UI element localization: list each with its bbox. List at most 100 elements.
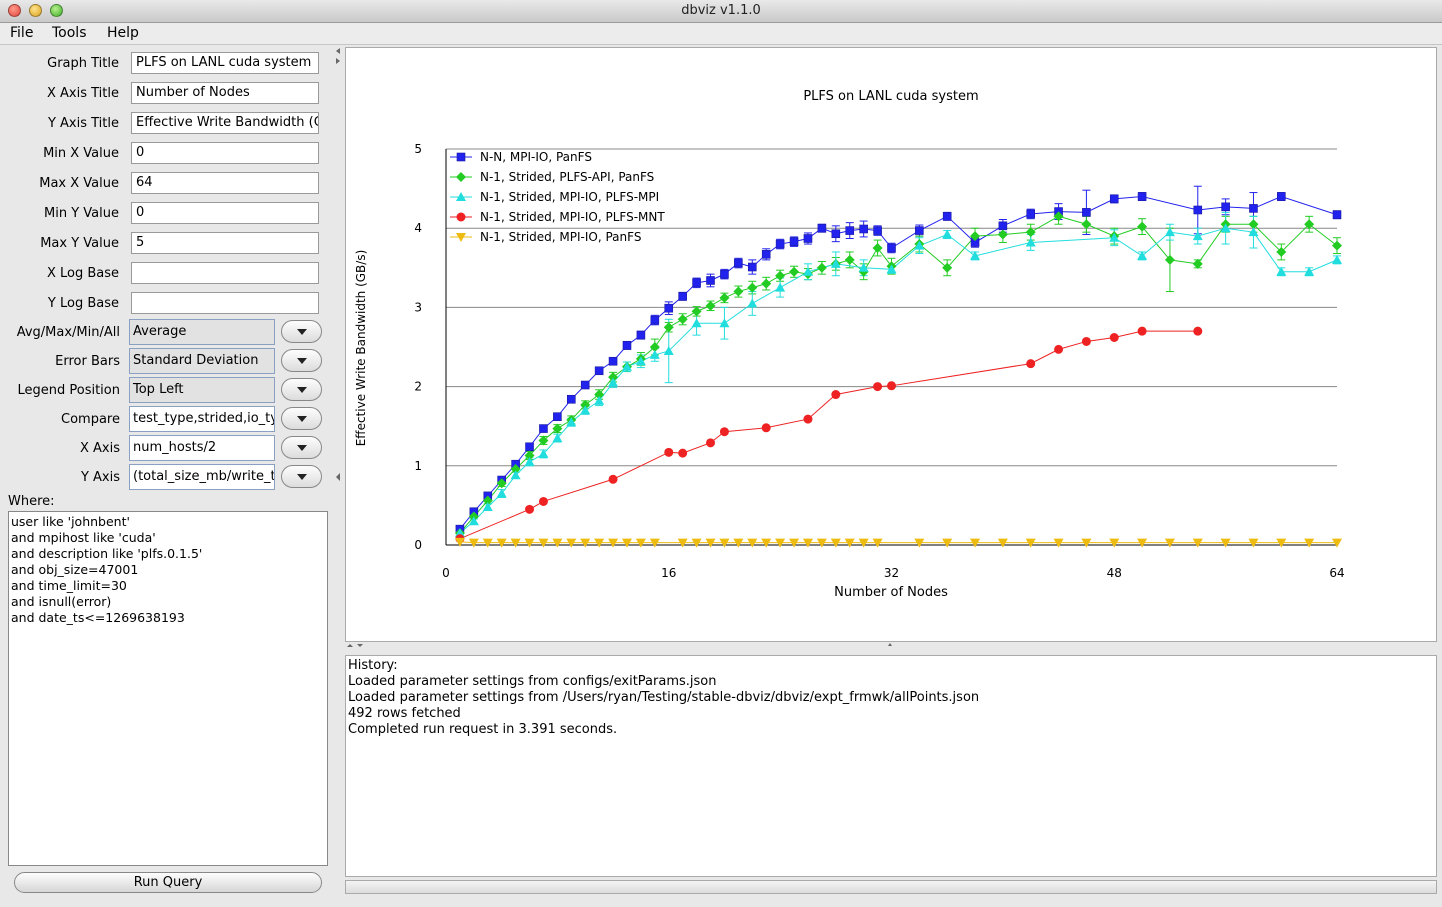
series-line: [459, 330, 1198, 540]
data-point: [1276, 538, 1287, 548]
data-point: [594, 389, 605, 400]
data-point: [1248, 227, 1259, 237]
error-bars-dropdown-button[interactable]: [281, 349, 322, 372]
data-point: [664, 447, 674, 457]
max-x-input[interactable]: 64: [131, 172, 319, 194]
data-point: [594, 395, 605, 405]
x-log-row: X Log Base: [0, 262, 340, 286]
horizontal-scrollbar[interactable]: [345, 880, 1437, 894]
x-axis-title-input[interactable]: Number of Nodes: [131, 82, 319, 104]
data-point: [803, 414, 813, 424]
data-point: [1332, 240, 1342, 251]
run-query-button[interactable]: Run Query: [14, 872, 322, 893]
data-point: [859, 224, 868, 234]
data-point: [802, 538, 813, 548]
data-point: [1164, 227, 1175, 237]
legend-marker: [456, 172, 466, 182]
x-tick-label: 0: [442, 566, 450, 580]
data-point: [775, 538, 786, 548]
data-point: [510, 538, 521, 548]
minimize-window-button[interactable]: [29, 4, 42, 17]
error-bars-select[interactable]: Standard Deviation: [129, 348, 275, 374]
data-point: [706, 276, 715, 285]
menu-tools[interactable]: Tools: [52, 25, 87, 41]
compare-combo-input[interactable]: test_type,strided,io_typ: [129, 406, 275, 432]
legend-marker: [456, 233, 466, 242]
data-point: [844, 538, 855, 548]
data-point: [538, 538, 549, 548]
x-axis-dropdown-button[interactable]: [281, 436, 322, 459]
panel-split-divider[interactable]: [334, 45, 342, 903]
data-point: [970, 231, 981, 242]
data-point: [580, 380, 590, 390]
x-axis-combo-input[interactable]: num_hosts/2: [129, 435, 275, 461]
data-point: [468, 538, 479, 548]
menu-file[interactable]: File: [10, 25, 34, 41]
horizontal-split-divider[interactable]: [345, 642, 1437, 654]
where-line: and obj_size=47001: [11, 562, 139, 577]
compare-dropdown-button[interactable]: [281, 407, 322, 430]
y-log-input[interactable]: [131, 292, 319, 314]
data-point: [538, 496, 548, 506]
data-point: [873, 382, 883, 392]
data-point: [733, 286, 744, 297]
legend-position-dropdown-button[interactable]: [281, 378, 322, 401]
min-y-input[interactable]: 0: [131, 202, 319, 224]
y-tick-label: 2: [414, 380, 422, 394]
y-tick-label: 5: [414, 142, 422, 156]
history-log[interactable]: History: Loaded parameter settings from …: [345, 655, 1437, 877]
data-point: [970, 538, 981, 548]
data-point: [1054, 344, 1064, 354]
data-point: [539, 424, 548, 433]
graph-title-input[interactable]: PLFS on LANL cuda system: [131, 52, 319, 74]
data-point: [1137, 326, 1147, 336]
x-axis-label: X Axis: [79, 441, 120, 456]
data-point: [761, 278, 772, 289]
x-log-input[interactable]: [131, 262, 319, 284]
max-y-input[interactable]: 5: [131, 232, 319, 254]
min-x-input[interactable]: 0: [131, 142, 319, 164]
y-log-row: Y Log Base: [0, 292, 340, 316]
data-point: [817, 223, 827, 233]
close-window-button[interactable]: [8, 4, 21, 17]
data-point: [1053, 211, 1064, 222]
y-axis-combo-input[interactable]: (total_size_mb/write_t: [129, 464, 275, 490]
data-point: [482, 495, 493, 506]
data-point: [1025, 237, 1036, 247]
aggregate-select[interactable]: Average: [129, 319, 275, 345]
y-axis-row: Y Axis (total_size_mb/write_t: [0, 464, 340, 492]
y-axis-dropdown-button[interactable]: [281, 465, 322, 488]
data-point: [510, 470, 521, 480]
where-line: and time_limit=30: [11, 578, 127, 593]
y-axis-title-input[interactable]: Effective Write Bandwidth (GE: [131, 112, 319, 134]
zoom-window-button[interactable]: [50, 4, 63, 17]
data-point: [872, 538, 883, 548]
data-point: [789, 266, 800, 277]
data-point: [858, 538, 869, 548]
data-point: [747, 298, 758, 308]
data-point: [636, 330, 646, 340]
data-point: [664, 303, 674, 313]
aggregate-row: Avg/Max/Min/All Average: [0, 319, 340, 347]
data-point: [802, 266, 813, 276]
data-point: [677, 538, 688, 548]
aggregate-dropdown-button[interactable]: [281, 320, 322, 343]
data-point: [816, 262, 827, 273]
x-axis-title-row: X Axis Title Number of Nodes: [0, 82, 340, 106]
max-x-row: Max X Value 64: [0, 172, 340, 196]
y-tick-label: 1: [414, 459, 422, 473]
data-point: [719, 292, 730, 303]
data-point: [635, 356, 646, 366]
data-point: [1164, 538, 1175, 548]
data-point: [608, 538, 619, 548]
y-log-label: Y Log Base: [47, 296, 119, 311]
data-point: [1081, 336, 1091, 346]
menu-help[interactable]: Help: [107, 25, 139, 41]
legend-position-select[interactable]: Top Left: [129, 377, 275, 403]
data-point: [747, 538, 758, 548]
data-point: [553, 412, 562, 421]
data-point: [1082, 208, 1091, 217]
data-point: [789, 538, 800, 548]
where-clause-textarea[interactable]: user like 'johnbent' and mpihost like 'c…: [8, 511, 328, 866]
data-point: [886, 264, 897, 274]
